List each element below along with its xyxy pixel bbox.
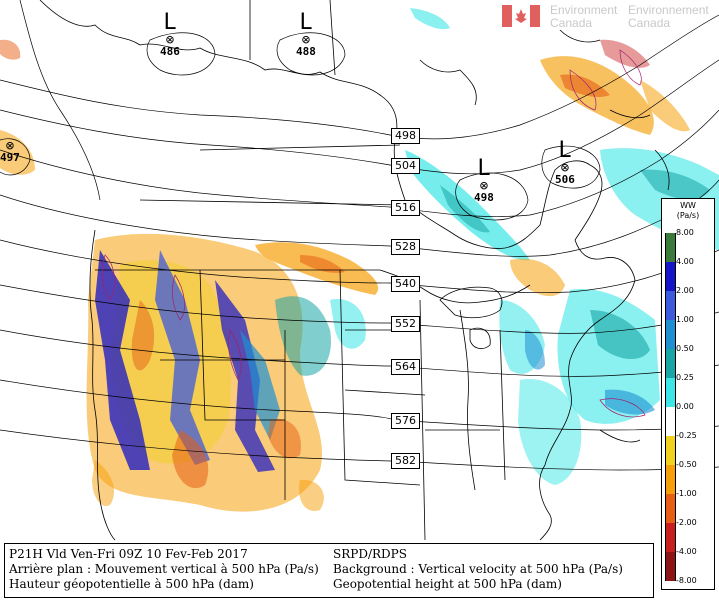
height-contour-label: 528 [391,239,420,255]
height-contour-label: 498 [391,128,420,144]
coastlines-and-borders [39,0,670,541]
low-pressure-center: L ⊗ 488 [296,10,316,58]
map-caption: P21H Vld Ven-Fri 09Z 10 Fev-Feb 2017 Arr… [4,543,654,598]
caption-background-en: Background : Vertical velocity at 500 hP… [333,562,623,576]
canada-flag-icon [502,5,540,27]
height-contour-label: 564 [391,359,420,375]
legend-tick-label: -1.00 [676,489,697,498]
low-center-marker-icon: ⊗ [5,138,15,154]
height-contour-label: 552 [391,316,420,332]
velocity-outlines [101,49,646,418]
caption-english: SRPD/RDPS Background : Vertical velocity… [333,547,623,592]
legend-swatch [665,552,676,581]
legend-swatch [665,494,676,523]
environment-canada-logo: Environment Canada Environnement Canada [494,0,719,32]
legend-title: WW (Pa/s) [676,201,700,220]
legend-tick-label: -4.00 [676,547,697,556]
color-scale-legend: WW (Pa/s) 8.00 4.00 2.00 1.00 0.50 0.25 0.00 -0… [661,198,715,590]
height-contour-label: 582 [391,453,420,469]
legend-tick-label: 4.00 [676,257,694,266]
legend-swatch [665,407,676,436]
caption-contours-en: Geopotential height at 500 hPa (dam) [333,577,562,591]
legend-tick-label: -8.00 [676,576,697,585]
legend-tick-label: 0.50 [676,344,694,353]
legend-swatch [665,233,676,262]
legend-tick-label: -0.50 [676,460,697,469]
caption-model: SRPD/RDPS [333,547,407,561]
legend-tick-label: 1.00 [676,315,694,324]
legend-swatch [665,291,676,320]
low-pressure-center: L ⊗ 498 [474,156,494,204]
low-center-marker-icon: ⊗ [301,32,311,48]
legend-tick-label: 8.00 [676,228,694,237]
legend-tick-label: 2.00 [676,286,694,295]
caption-validity: P21H Vld Ven-Fri 09Z 10 Fev-Feb 2017 [9,547,248,561]
height-contour-label: 516 [391,200,420,216]
legend-swatch [665,320,676,349]
org-name-en: Environment Canada [550,3,618,30]
legend-tick-label: -2.00 [676,518,697,527]
legend-swatch [665,378,676,407]
legend-swatch [665,465,676,494]
height-contour-label: 540 [391,276,420,292]
caption-french: P21H Vld Ven-Fri 09Z 10 Fev-Feb 2017 Arr… [9,547,319,592]
legend-swatch [665,436,676,465]
caption-background-fr: Arrière plan : Mouvement vertical à 500 … [9,562,319,576]
low-center-marker-icon: ⊗ [479,178,489,194]
legend-tick-label: -0.25 [676,431,697,440]
height-contour-label: 504 [391,158,420,174]
legend-swatch [665,349,676,378]
height-contour-label: 576 [391,413,420,429]
legend-tick-label: 0.00 [676,402,694,411]
legend-swatch [665,262,676,291]
low-pressure-center: L ⊗ 486 [160,10,180,58]
legend-swatch [665,523,676,552]
low-pressure-center: L ⊗ 506 [555,138,575,186]
low-pressure-center-edge: ⊗ 497 [0,138,20,164]
legend-tick-label: 0.25 [676,373,694,382]
low-center-marker-icon: ⊗ [165,32,175,48]
org-name-fr: Environnement Canada [628,3,709,30]
caption-contours-fr: Hauteur géopotentielle à 500 hPa (dam) [9,577,254,591]
low-center-marker-icon: ⊗ [560,160,570,176]
